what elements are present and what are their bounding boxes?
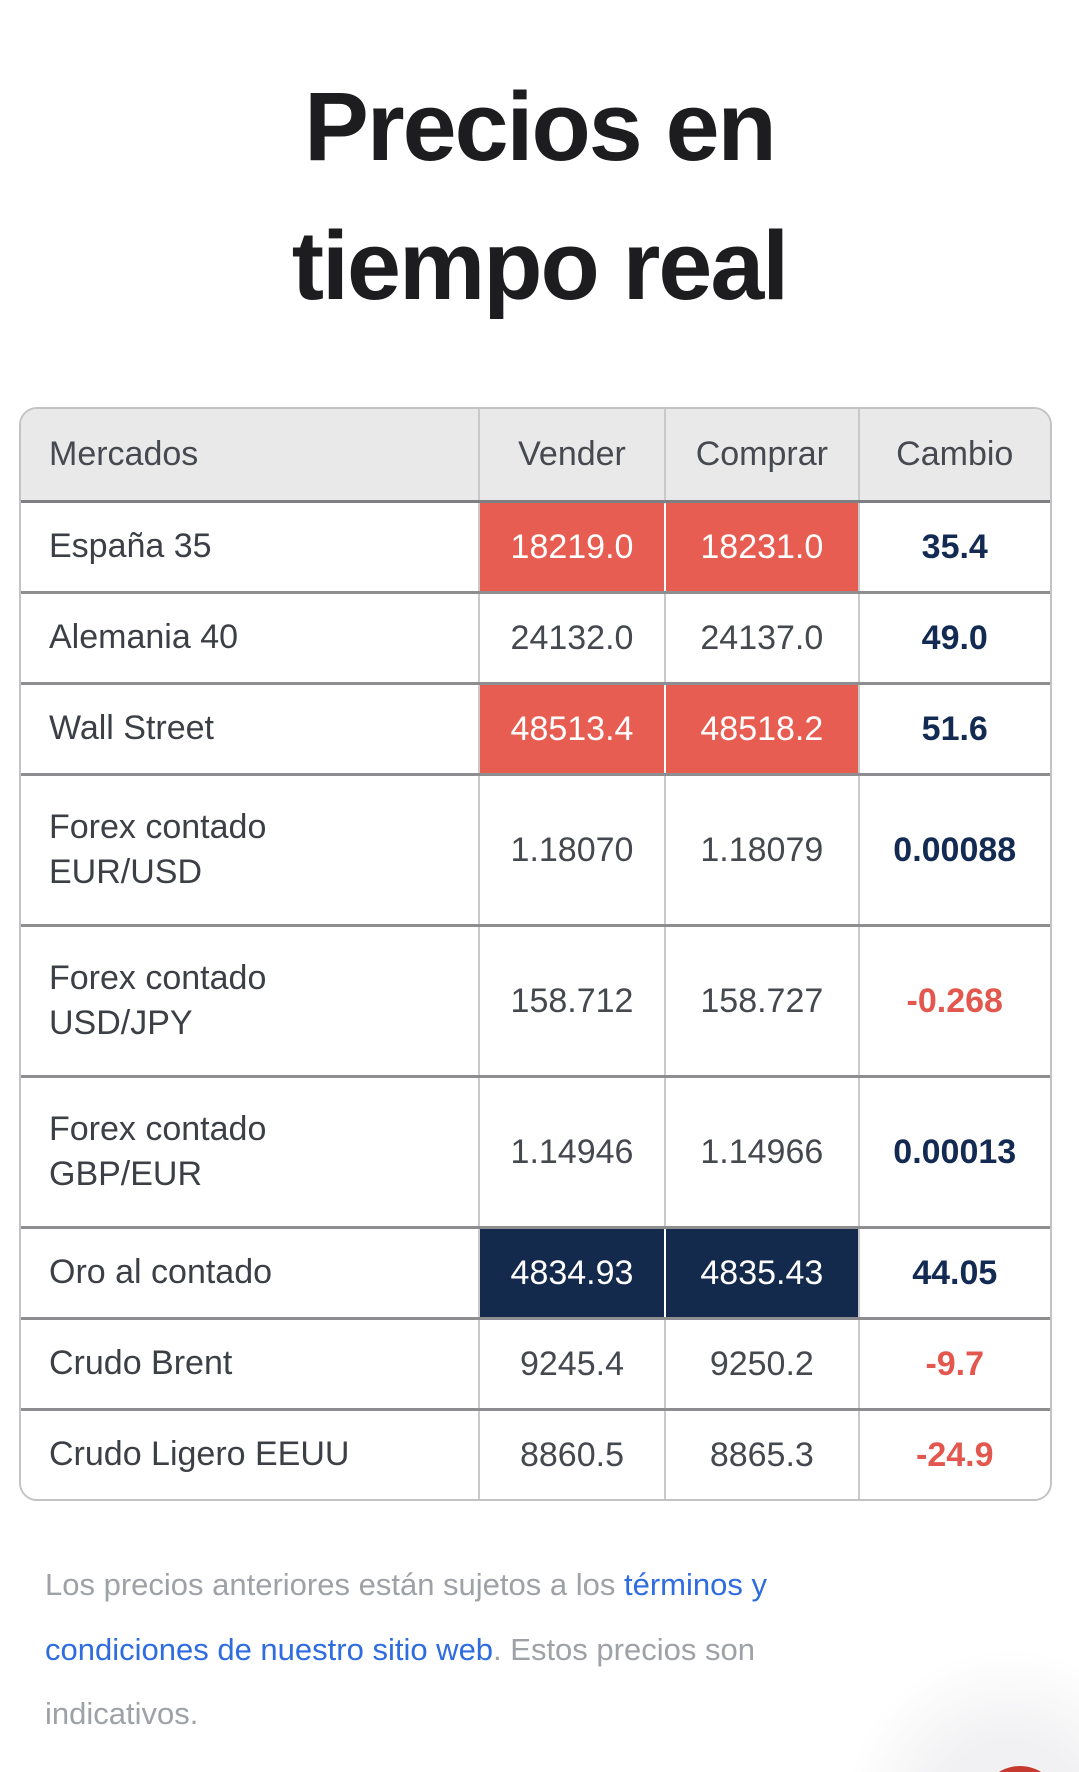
- change-value: 0.00013: [857, 1078, 1050, 1227]
- buy-price: 4835.43: [664, 1229, 858, 1318]
- buy-price: 1.14966: [664, 1078, 857, 1227]
- chat-button[interactable]: [980, 1766, 1060, 1772]
- market-name[interactable]: Crudo Brent: [49, 1344, 233, 1383]
- market-name[interactable]: Oro al contado: [49, 1253, 273, 1292]
- sell-price: 9245.4: [477, 1320, 664, 1409]
- table-row: Forex contado GBP/EUR 1.14946 1.14966 0.000…: [21, 1075, 1050, 1227]
- buy-price: 158.727: [664, 927, 857, 1076]
- page-title: Precios en tiempo real: [291, 72, 790, 320]
- column-header-comprar: Comprar: [664, 409, 857, 501]
- sell-price: 8860.5: [477, 1411, 664, 1500]
- prices-table: Mercados Vender Comprar Cambio España 35…: [19, 407, 1052, 1502]
- market-name[interactable]: España 35: [49, 527, 212, 566]
- market-name[interactable]: Crudo Ligero EEUU: [49, 1435, 350, 1474]
- table-row: Forex contado EUR/USD 1.18070 1.18079 0.000…: [21, 773, 1050, 925]
- disclaimer-before-link: Los precios anteriores están sujetos a l…: [45, 1567, 624, 1603]
- sell-price: 18219.0: [477, 503, 665, 592]
- buy-price: 18231.0: [664, 503, 858, 592]
- sell-price: 4834.93: [477, 1229, 665, 1318]
- market-name[interactable]: Forex contado EUR/USD: [49, 807, 267, 892]
- market-name[interactable]: Forex contado GBP/EUR: [49, 1109, 267, 1194]
- table-row: Oro al contado 4834.93 4835.43 44.05: [21, 1226, 1050, 1318]
- change-value: 51.6: [857, 685, 1050, 774]
- buy-price: 9250.2: [664, 1320, 857, 1409]
- sell-price: 158.712: [477, 927, 664, 1076]
- table-row: España 35 18219.0 18231.0 35.4: [21, 503, 1050, 592]
- column-header-mercados: Mercados: [49, 434, 199, 473]
- sell-price: 1.14946: [477, 1078, 664, 1227]
- change-value: 44.05: [857, 1229, 1050, 1318]
- table-row: Crudo Brent 9245.4 9250.2 -9.7: [21, 1317, 1050, 1409]
- change-value: 35.4: [857, 503, 1050, 592]
- table-row: Forex contado USD/JPY 158.712 158.727 -0.26…: [21, 924, 1050, 1076]
- buy-price: 1.18079: [664, 776, 857, 925]
- chat-button-halo: [845, 1650, 1079, 1772]
- change-value: -0.268: [857, 927, 1050, 1076]
- terms-and-conditions-link[interactable]: términos y condiciones de nuestro sitio …: [45, 1567, 767, 1667]
- change-value: 0.00088: [857, 776, 1050, 925]
- sell-price: 1.18070: [477, 776, 664, 925]
- table-row: Crudo Ligero EEUU 8860.5 8865.3 -24.9: [21, 1408, 1050, 1500]
- buy-price: 48518.2: [664, 685, 858, 774]
- column-header-vender: Vender: [477, 409, 664, 501]
- disclaimer-text: Los precios anteriores están sujetos a l…: [45, 1553, 857, 1746]
- table-row: Wall Street 48513.4 48518.2 51.6: [21, 682, 1050, 774]
- market-name[interactable]: Wall Street: [49, 709, 215, 748]
- change-value: -9.7: [857, 1320, 1050, 1409]
- table-body: España 35 18219.0 18231.0 35.4 Alemania 40 24…: [21, 503, 1050, 1500]
- table-row: Alemania 40 24132.0 24137.0 49.0: [21, 591, 1050, 683]
- buy-price: 8865.3: [664, 1411, 857, 1500]
- sell-price: 48513.4: [477, 685, 665, 774]
- sell-price: 24132.0: [477, 594, 664, 683]
- change-value: 49.0: [857, 594, 1050, 683]
- market-name[interactable]: Alemania 40: [49, 618, 239, 657]
- buy-price: 24137.0: [664, 594, 857, 683]
- table-header-row: Mercados Vender Comprar Cambio: [21, 409, 1050, 504]
- change-value: -24.9: [857, 1411, 1050, 1500]
- market-name[interactable]: Forex contado USD/JPY: [49, 958, 267, 1043]
- disclaimer-after-link: . Estos precios son indicativos.: [45, 1631, 755, 1732]
- column-header-cambio: Cambio: [857, 409, 1050, 501]
